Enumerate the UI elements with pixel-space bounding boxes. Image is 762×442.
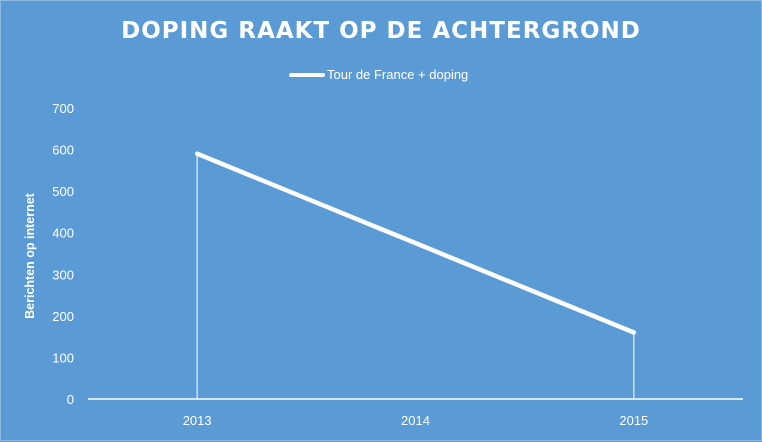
series-line <box>194 151 637 335</box>
y-tick-label: 400 <box>52 226 74 241</box>
legend: Tour de France + doping <box>289 67 468 82</box>
y-tick-label: 0 <box>67 392 74 407</box>
y-tick-label: 700 <box>52 101 74 116</box>
x-tick-label: 2013 <box>183 413 212 428</box>
chart-title: DOPING RAAKT OP DE ACHTERGROND <box>121 18 641 44</box>
y-tick-label: 100 <box>52 350 74 365</box>
legend-line-icon <box>289 72 325 77</box>
y-tick-label: 200 <box>52 309 74 324</box>
y-tick-label: 600 <box>52 143 74 158</box>
x-tick-label: 2015 <box>619 413 648 428</box>
y-tick-label: 300 <box>52 267 74 282</box>
y-tick-label: 500 <box>52 184 74 199</box>
x-tick-label: 2014 <box>401 413 430 428</box>
legend-label: Tour de France + doping <box>327 67 469 82</box>
